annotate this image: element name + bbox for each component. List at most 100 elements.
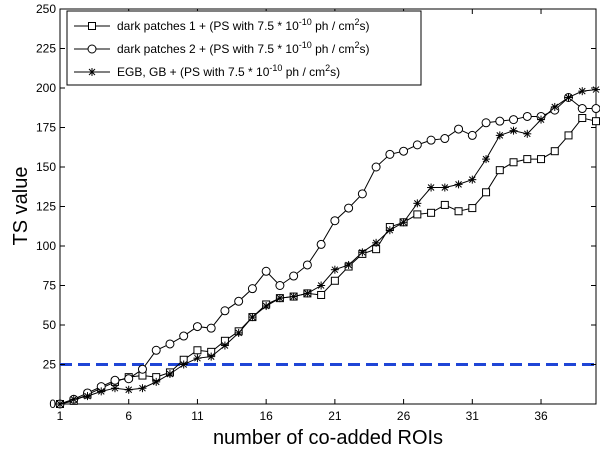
data-point-circle (344, 203, 354, 213)
series-line (59, 117, 597, 405)
data-point-square (440, 200, 449, 209)
data-point-circle (206, 323, 216, 333)
data-point-star (317, 281, 326, 290)
data-point-square (578, 114, 587, 123)
data-point-star (495, 131, 504, 140)
data-point-circle (124, 374, 134, 384)
y-tick-label: 0 (49, 397, 56, 411)
data-point-star (592, 85, 600, 94)
data-point-circle (220, 306, 230, 316)
series-star (56, 85, 600, 408)
series-layer (55, 85, 600, 409)
data-point-star (358, 248, 367, 257)
data-point-square (317, 290, 326, 299)
data-point-circle (192, 322, 202, 332)
x-tick-label: 11 (191, 409, 204, 423)
data-point-star (193, 354, 202, 363)
data-point-star (427, 183, 436, 192)
x-tick-label: 1 (57, 409, 64, 423)
data-point-star (262, 302, 271, 311)
data-point-square (330, 276, 339, 285)
data-point-circle (151, 345, 161, 355)
data-point-star (564, 93, 573, 102)
legend-label: dark patches 2 + (PS with 7.5 * 10-10 ph… (117, 40, 370, 56)
data-point-square (88, 22, 96, 30)
data-point-circle (330, 216, 340, 226)
data-point-circle (289, 271, 299, 281)
y-tick-label: 100 (36, 239, 56, 253)
legend-entry: dark patches 2 + (PS with 7.5 * 10-10 ph… (74, 40, 370, 56)
data-point-square (482, 188, 491, 197)
data-point-star (578, 87, 587, 96)
data-point-circle (137, 364, 147, 374)
x-axis-title: number of co-added ROIs (213, 427, 443, 449)
data-point-square (537, 155, 546, 164)
x-tick-label: 21 (328, 409, 342, 423)
data-point-circle (316, 239, 326, 249)
data-point-square (523, 155, 532, 164)
data-point-star (69, 395, 78, 404)
series-line (59, 96, 596, 405)
data-point-circle (481, 118, 491, 128)
data-point-star (88, 68, 96, 76)
data-point-star (482, 155, 491, 164)
data-point-circle (275, 281, 285, 290)
data-point-circle (412, 140, 422, 150)
data-point-star (372, 238, 381, 247)
legend-entry: EGB, GB + (PS with 7.5 * 10-10 ph / cm2s… (74, 63, 340, 79)
data-point-square (454, 207, 463, 216)
data-point-star (110, 384, 119, 393)
data-point-circle (522, 111, 532, 121)
data-point-circle (371, 162, 381, 172)
data-point-star (537, 115, 546, 124)
data-point-star (179, 360, 188, 369)
data-point-star (413, 199, 422, 208)
data-point-star (440, 183, 449, 192)
data-point-star (248, 313, 257, 322)
y-tick-label: 225 (36, 42, 56, 56)
data-point-star (234, 328, 243, 337)
data-point-circle (454, 124, 464, 134)
data-point-square (468, 204, 477, 213)
data-point-star (523, 129, 532, 138)
data-point-star (344, 260, 353, 269)
x-tick-label: 26 (397, 409, 411, 423)
data-point-star (330, 265, 339, 274)
data-point-circle (179, 331, 189, 341)
data-point-circle (302, 260, 312, 270)
data-point-square (564, 131, 573, 140)
data-point-square (509, 158, 518, 167)
data-point-star (124, 385, 133, 394)
data-point-circle (261, 266, 271, 276)
data-point-star (207, 352, 216, 361)
legend-entry: dark patches 1 + (PS with 7.5 * 10-10 ph… (74, 17, 370, 33)
data-point-star (152, 377, 161, 386)
data-point-star (468, 175, 477, 184)
x-tick-label: 16 (259, 409, 273, 423)
data-point-circle (495, 116, 505, 126)
y-tick-label: 150 (36, 160, 56, 174)
data-point-star (509, 126, 518, 135)
data-point-circle (426, 135, 436, 145)
data-point-square (413, 210, 422, 219)
data-point-square (550, 147, 559, 156)
y-tick-label: 125 (36, 200, 56, 214)
legend-label: EGB, GB + (PS with 7.5 * 10-10 ph / cm2s… (117, 63, 340, 79)
data-point-circle (467, 130, 477, 140)
data-point-star (303, 289, 312, 298)
data-point-circle (385, 149, 395, 159)
data-point-star (385, 226, 394, 235)
data-point-circle (357, 189, 367, 199)
y-axis-title: TS value (10, 167, 32, 246)
data-point-star (138, 384, 147, 393)
x-tick-label: 36 (534, 409, 548, 423)
x-tick-label: 6 (125, 409, 132, 423)
y-tick-label: 50 (43, 318, 57, 332)
data-point-circle (165, 339, 175, 349)
data-point-star (165, 369, 174, 378)
y-tick-label: 200 (36, 81, 56, 95)
legend-box (66, 10, 422, 86)
data-point-circle (577, 104, 587, 114)
data-point-square (427, 208, 436, 217)
